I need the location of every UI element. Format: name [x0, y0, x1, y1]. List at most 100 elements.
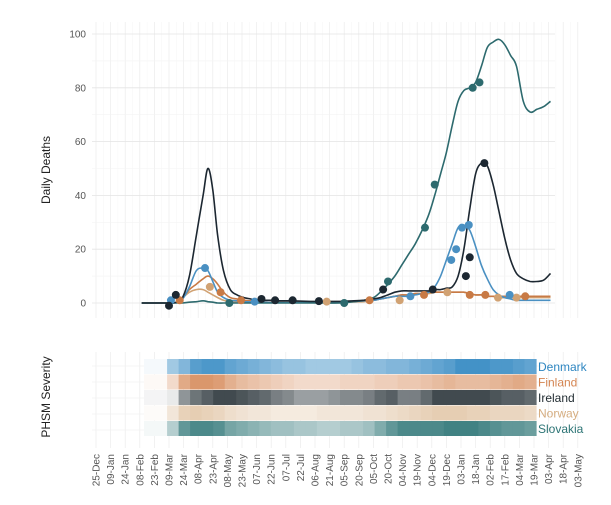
heatmap-cell [167, 405, 180, 421]
heatmap-cell [178, 421, 191, 436]
x-tick-label: 23-Feb [150, 454, 161, 486]
heatmap-cell [190, 421, 203, 436]
heatmap-cell [149, 405, 157, 421]
heatmap-cell [443, 405, 456, 421]
heatmap-cell [155, 421, 162, 436]
heatmap-cell [201, 359, 214, 374]
heatmap-cell [236, 421, 249, 436]
heatmap-cell [409, 390, 422, 405]
heatmap-cell [149, 374, 157, 390]
heatmap-cell [478, 405, 491, 421]
heatmap-cell [524, 405, 537, 421]
heatmap-cell [259, 359, 272, 374]
heatmap-cell [247, 405, 260, 421]
heatmap-cell [213, 421, 226, 436]
heatmap-cell [190, 374, 203, 390]
series-marker-ireland [165, 301, 173, 310]
x-tick-label: 19-Dec [442, 454, 453, 486]
heatmap-cells [143, 359, 537, 436]
y-tick-label: 0 [80, 299, 86, 310]
heatmap-cell [270, 374, 283, 390]
heatmap-cell [478, 390, 491, 405]
x-tick-label: 07-Jul [281, 454, 292, 481]
y-tick-label: 20 [75, 245, 87, 256]
heatmap-cell [224, 390, 237, 405]
heatmap-cell [293, 405, 306, 421]
heatmap-cell [178, 359, 191, 374]
series-marker-norway [205, 282, 214, 291]
heatmap-row-label-norway: Norway [538, 406, 579, 420]
heatmap-cell [305, 390, 318, 405]
heatmap-cell [161, 421, 168, 436]
x-tick-label: 22-Jun [267, 454, 278, 485]
heatmap-cell [190, 359, 203, 374]
heatmap-cell [363, 359, 376, 374]
heatmap-cell [259, 421, 272, 436]
series-marker-norway [395, 296, 404, 305]
x-tick-label: 09-Mar [165, 453, 176, 485]
heatmap-cell [282, 390, 295, 405]
heatmap-cell [351, 421, 364, 436]
heatmap-cell [316, 359, 329, 374]
heatmap-cell [409, 405, 422, 421]
heatmap-row-label-denmark: Denmark [538, 360, 588, 374]
series-marker-slovakia [468, 83, 477, 92]
heatmap-cell [351, 405, 364, 421]
heatmap-cell [443, 421, 456, 436]
heatmap-cell [201, 374, 214, 390]
heatmap-cell [409, 359, 422, 374]
heatmap-cell [420, 374, 433, 390]
heatmap-row-label-finland: Finland [538, 375, 577, 389]
heatmap-cell [443, 374, 456, 390]
heatmap-cell [270, 390, 283, 405]
heatmap-cell [524, 374, 537, 390]
heatmap-cell [386, 421, 399, 436]
series-marker-norway [443, 288, 452, 297]
heatmap-cell [432, 374, 445, 390]
heatmap-cell [155, 359, 162, 374]
series-marker-denmark [464, 220, 473, 229]
series-marker-denmark [406, 292, 415, 301]
series-marker-finland [216, 288, 225, 297]
heatmap-cell [409, 421, 422, 436]
x-tick-label: 06-Aug [311, 454, 322, 486]
x-tick-label: 04-Mar [515, 453, 526, 485]
heatmap-cell [143, 390, 151, 405]
heatmap-cell [316, 421, 329, 436]
heatmap-cell [305, 421, 318, 436]
series-marker-ireland [171, 290, 180, 299]
heatmap-cell [247, 359, 260, 374]
x-tick-label: 24-Jan [121, 454, 132, 485]
heatmap-cell [213, 359, 226, 374]
heatmap-cell [316, 405, 329, 421]
series-marker-ireland [288, 296, 297, 305]
heatmap-cell [213, 405, 226, 421]
series-marker-finland [481, 290, 490, 299]
heatmap-cell [328, 421, 341, 436]
heatmap-cell [161, 405, 168, 421]
heatmap-cell [143, 405, 151, 421]
heatmap-cell [524, 390, 537, 405]
heatmap-cell [178, 374, 191, 390]
heatmap-cell [178, 390, 191, 405]
heatmap-cell [489, 374, 502, 390]
heatmap-cell [397, 405, 410, 421]
heatmap-cell [305, 374, 318, 390]
series-marker-ireland [379, 285, 388, 294]
x-tick-label: 24-Mar [179, 453, 190, 485]
heatmap-cell [293, 421, 306, 436]
series-marker-norway [493, 293, 502, 302]
heatmap-cell [282, 374, 295, 390]
heatmap-cell [363, 374, 376, 390]
heatmap-cell [374, 359, 387, 374]
heatmap-cell [455, 359, 468, 374]
x-tick-labels: 25-Dec 09-Jan 24-Jan 08-Feb 23-Feb 09-Mar 24-M… [92, 453, 585, 487]
heatmap-cell [340, 359, 353, 374]
heatmap-cell [293, 359, 306, 374]
heatmap-cell [259, 390, 272, 405]
heatmap-cell [374, 374, 387, 390]
heatmap-cell [305, 405, 318, 421]
heatmap-cell [224, 421, 237, 436]
series-marker-ireland [461, 272, 470, 281]
x-tick-label: 22-Jul [296, 454, 307, 481]
